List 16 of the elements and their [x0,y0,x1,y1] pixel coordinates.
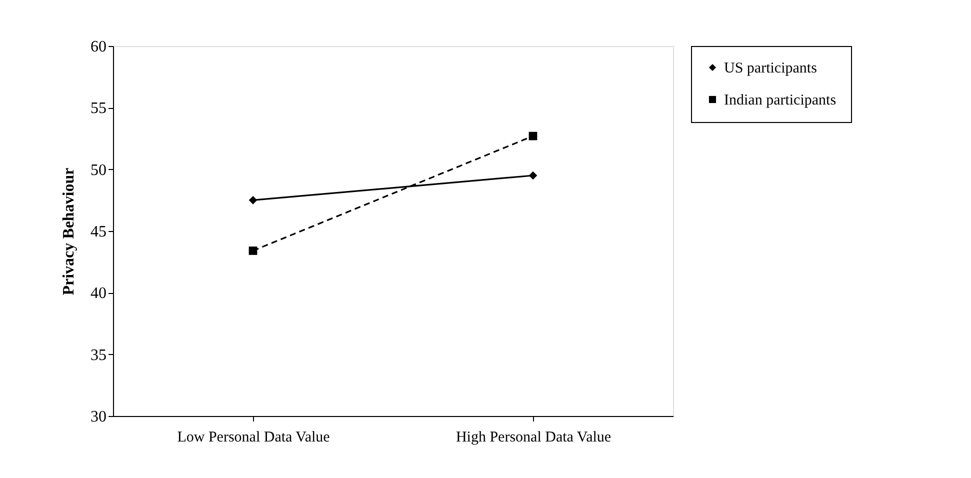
point [528,171,538,180]
point [248,196,258,204]
point [248,246,258,255]
y-tick-label: 60 [90,38,106,56]
y-tick-label: 55 [90,100,106,118]
legend-label: Indian participants [724,92,836,108]
y-axis-title: Privacy Behaviour [60,168,78,296]
legend-label: US participants [724,60,818,76]
point [528,132,538,140]
y-tick-label: 40 [90,285,106,302]
y-tick-label: 30 [90,408,106,426]
x-tick-label: High Personal Data Value [456,430,612,446]
y-tick-label: 45 [90,224,106,240]
y-tick-label: 50 [90,162,106,179]
x-tick-label: Low Personal Data Value [177,430,330,446]
y-tick-label: 35 [90,346,106,364]
